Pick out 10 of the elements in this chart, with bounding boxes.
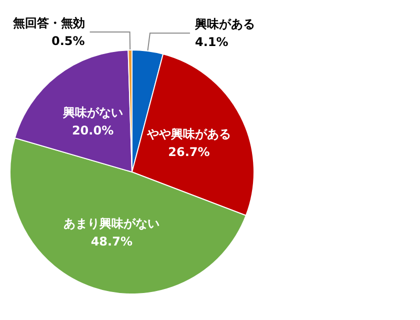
slice-label: あまり興味がない (64, 216, 160, 231)
slice-label: 無回答・無効 (12, 16, 85, 30)
slice-label: 興味がない (62, 105, 123, 120)
slice-label: 興味がある (194, 17, 255, 32)
data-label: 48.7% (90, 234, 132, 249)
slice-label: やや興味がある (146, 126, 231, 141)
data-label: 20.0% (72, 123, 114, 138)
data-label: 4.1% (194, 35, 228, 50)
data-label: 26.7% (168, 144, 210, 159)
data-label: 0.5% (52, 34, 85, 48)
